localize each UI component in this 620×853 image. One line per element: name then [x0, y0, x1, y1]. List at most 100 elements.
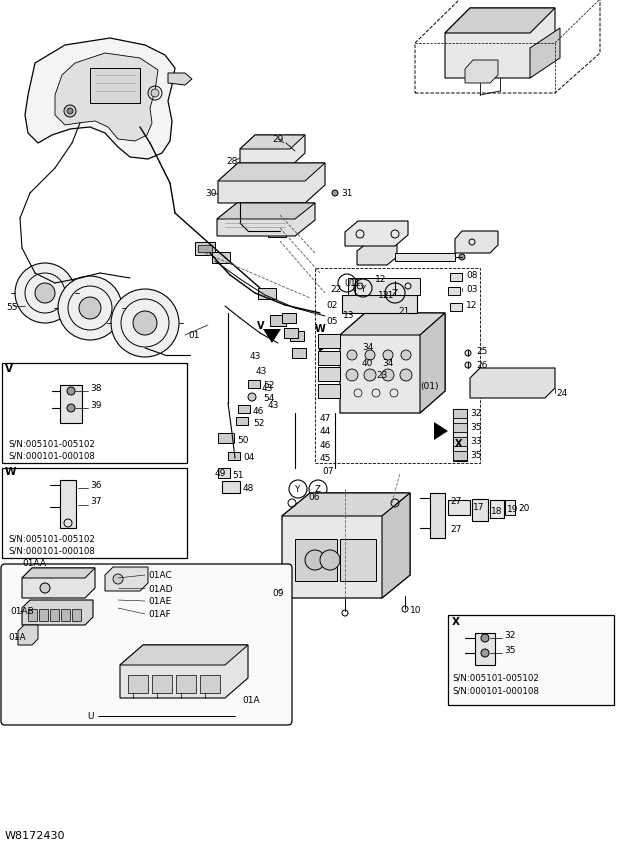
Bar	[450, 274, 462, 281]
Circle shape	[67, 109, 73, 115]
Bar	[448, 501, 470, 515]
Text: 49: 49	[215, 469, 226, 478]
Bar	[60, 386, 82, 423]
Bar	[222, 481, 240, 493]
Bar	[238, 405, 250, 414]
Text: 19: 19	[507, 505, 518, 514]
Text: 45: 45	[320, 454, 331, 463]
Polygon shape	[470, 368, 555, 398]
Text: S/N:005101-005102: S/N:005101-005102	[8, 439, 95, 448]
Text: 38: 38	[90, 384, 102, 393]
Bar	[430, 493, 445, 538]
Text: 29: 29	[272, 136, 283, 144]
Text: 01AB: 01AB	[10, 606, 33, 616]
Bar	[292, 349, 306, 358]
Bar	[60, 480, 76, 528]
Circle shape	[382, 369, 394, 381]
Polygon shape	[55, 54, 158, 142]
FancyBboxPatch shape	[1, 565, 292, 725]
Polygon shape	[357, 244, 397, 265]
Bar	[318, 385, 340, 398]
Text: 17: 17	[473, 503, 484, 512]
Bar	[28, 609, 37, 621]
Text: 11: 11	[350, 278, 361, 287]
Polygon shape	[240, 136, 305, 150]
Bar	[475, 633, 495, 665]
Circle shape	[67, 387, 75, 396]
Text: Z: Z	[392, 289, 398, 299]
Bar	[90, 69, 140, 104]
Text: 32: 32	[470, 409, 481, 418]
Circle shape	[248, 393, 256, 402]
Text: V: V	[5, 363, 13, 374]
Circle shape	[481, 649, 489, 657]
Text: 51: 51	[232, 471, 244, 480]
Bar	[448, 615, 614, 705]
Bar	[198, 246, 212, 252]
Text: 31: 31	[341, 189, 353, 198]
Text: 01AC: 01AC	[148, 571, 172, 580]
Circle shape	[67, 404, 75, 413]
Circle shape	[465, 363, 471, 368]
Polygon shape	[445, 9, 555, 34]
Text: 43: 43	[250, 352, 262, 361]
Text: 18: 18	[491, 506, 502, 515]
Bar	[218, 468, 230, 479]
Circle shape	[465, 351, 471, 357]
Text: 35: 35	[504, 646, 515, 655]
Polygon shape	[282, 493, 410, 516]
Text: 01AD: 01AD	[148, 583, 172, 593]
Text: Y: Y	[295, 485, 301, 494]
Text: 34: 34	[382, 359, 393, 368]
Polygon shape	[217, 204, 315, 220]
Polygon shape	[120, 645, 248, 665]
Text: 35: 35	[470, 451, 482, 460]
Polygon shape	[18, 625, 38, 645]
Bar	[39, 609, 48, 621]
Text: 44: 44	[320, 427, 331, 436]
Bar	[453, 438, 467, 446]
Text: 27: 27	[450, 497, 461, 506]
Polygon shape	[168, 74, 192, 86]
Text: 21: 21	[382, 291, 393, 300]
Bar	[50, 609, 59, 621]
Polygon shape	[282, 493, 410, 598]
Text: 34: 34	[362, 343, 373, 352]
Text: 13: 13	[343, 311, 355, 320]
Text: 23: 23	[376, 371, 388, 380]
Circle shape	[320, 550, 340, 571]
Bar	[212, 252, 230, 264]
Polygon shape	[120, 645, 248, 699]
Text: 07: 07	[322, 467, 334, 476]
Text: 25: 25	[476, 347, 487, 356]
Polygon shape	[455, 232, 498, 253]
Text: 06: 06	[308, 493, 319, 502]
Polygon shape	[218, 164, 325, 204]
Bar	[195, 243, 215, 256]
Text: 43: 43	[256, 367, 267, 376]
Bar	[248, 380, 260, 389]
Bar	[340, 539, 376, 581]
Text: S/N:000101-000108: S/N:000101-000108	[8, 546, 95, 554]
Polygon shape	[22, 568, 95, 578]
Text: W8172430: W8172430	[5, 830, 66, 840]
Bar	[72, 609, 81, 621]
Text: 35: 35	[470, 423, 482, 432]
Bar	[472, 499, 488, 521]
Circle shape	[400, 369, 412, 381]
Text: 26: 26	[476, 361, 487, 370]
Text: S/N:005101-005102: S/N:005101-005102	[8, 534, 95, 543]
Text: 43: 43	[268, 401, 280, 410]
Bar	[228, 452, 240, 461]
Polygon shape	[340, 314, 445, 414]
Bar	[450, 304, 462, 311]
Circle shape	[40, 583, 50, 594]
Text: 03: 03	[466, 284, 477, 293]
Text: 22: 22	[330, 284, 341, 293]
Text: W: W	[5, 467, 17, 477]
Circle shape	[365, 351, 375, 361]
Circle shape	[113, 574, 123, 584]
Bar	[505, 501, 515, 515]
Text: 01A: 01A	[242, 696, 260, 705]
Bar	[318, 334, 340, 349]
